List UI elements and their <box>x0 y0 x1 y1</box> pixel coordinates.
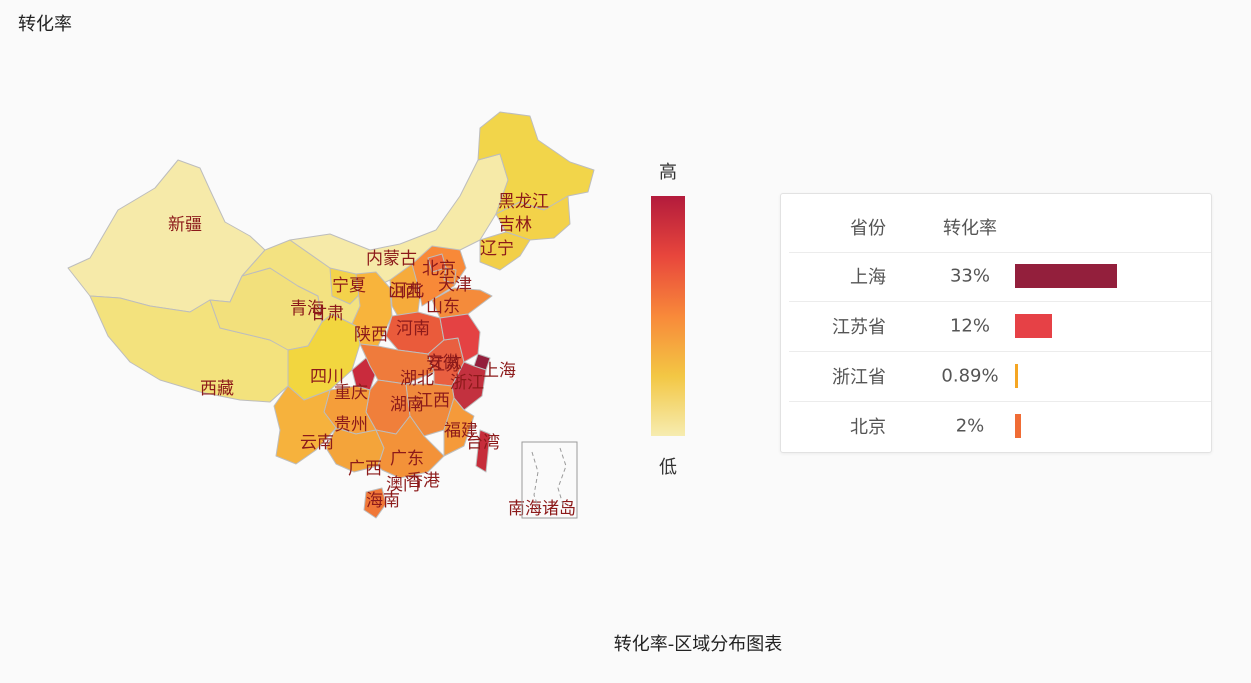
conversion-table: 省份 转化率 上海 33% 江苏省 12% 浙江省 0.89% 北京 2% <box>780 193 1212 453</box>
table-row[interactable]: 浙江省 0.89% <box>789 351 1211 402</box>
legend-color-bar[interactable] <box>651 196 685 436</box>
header-province: 省份 <box>850 218 886 239</box>
region-海南[interactable] <box>363 487 387 519</box>
region-label-甘肃: 甘肃 <box>310 304 344 324</box>
row-province: 江苏省 <box>832 317 886 338</box>
region-label-北京: 北京 <box>422 259 456 279</box>
region-label-江西: 江西 <box>416 391 450 411</box>
region-label-新疆: 新疆 <box>168 215 202 235</box>
south-sea-inset <box>521 441 578 519</box>
region-label-浙江: 浙江 <box>450 373 484 393</box>
table-row[interactable]: 上海 33% <box>789 251 1211 302</box>
region-天津[interactable] <box>443 267 457 285</box>
row-rate: 2% <box>955 415 985 437</box>
region-广东[interactable] <box>375 415 445 479</box>
region-辽宁[interactable] <box>479 231 531 271</box>
region-label-宁夏: 宁夏 <box>332 276 366 296</box>
legend-low-label: 低 <box>659 457 677 478</box>
region-label-贵州: 贵州 <box>334 415 368 435</box>
card-title: 转化率 <box>18 14 72 35</box>
row-bar <box>1015 364 1018 388</box>
region-label-湖南: 湖南 <box>390 395 424 415</box>
table-row[interactable]: 江苏省 12% <box>789 301 1211 352</box>
region-台湾[interactable] <box>475 429 491 473</box>
region-label-内蒙古: 内蒙古 <box>366 249 417 269</box>
row-rate: 0.89% <box>941 365 999 387</box>
region-label-山西: 山西 <box>388 282 422 302</box>
table-header-row: 省份 转化率 <box>789 202 1211 253</box>
region-label-河北: 河北 <box>390 281 424 301</box>
region-label-云南: 云南 <box>300 433 334 453</box>
region-label-台湾: 台湾 <box>466 433 500 453</box>
region-江苏[interactable] <box>439 313 481 363</box>
region-黑龙江[interactable] <box>477 111 595 215</box>
region-label-黑龙江: 黑龙江 <box>498 192 549 212</box>
region-label-安徽: 安徽 <box>426 353 460 373</box>
row-bar <box>1015 314 1052 338</box>
row-rate: 12% <box>949 315 990 337</box>
table-row[interactable]: 北京 2% <box>789 401 1211 451</box>
region-label-海南: 海南 <box>366 491 400 511</box>
row-rate: 33% <box>949 265 990 287</box>
region-label-重庆: 重庆 <box>334 383 368 403</box>
region-label-河南: 河南 <box>396 319 430 339</box>
row-bar <box>1015 414 1021 438</box>
region-label-天津: 天津 <box>438 275 472 295</box>
region-label-山东: 山东 <box>426 297 460 317</box>
legend-high-label: 高 <box>659 162 677 183</box>
region-label-青海: 青海 <box>290 299 324 319</box>
chart-title: 转化率-区域分布图表 <box>613 634 783 655</box>
header-rate: 转化率 <box>943 218 997 239</box>
region-label-广西: 广西 <box>348 459 382 479</box>
region-label-江苏: 江苏 <box>428 355 462 375</box>
region-label-福建: 福建 <box>444 421 478 441</box>
region-河北[interactable] <box>411 245 467 307</box>
region-label-吉林: 吉林 <box>498 215 532 235</box>
china-map: 黑龙江吉林辽宁内蒙古 北京 天津 河北 山西 山东 宁夏甘肃 青海 新疆西藏 陕西 河南四川 重庆 湖北… <box>60 100 620 540</box>
region-label-南海诸岛: 南海诸岛 <box>508 499 576 519</box>
region-label-陕西: 陕西 <box>354 325 388 345</box>
row-province: 北京 <box>850 417 886 438</box>
row-bar <box>1015 264 1117 288</box>
region-label-湖北: 湖北 <box>400 369 434 389</box>
region-label-四川: 四川 <box>310 367 344 387</box>
region-label-上海: 上海 <box>482 361 516 381</box>
region-云南[interactable] <box>273 385 337 465</box>
chart-footer-title: 转化率-区域分布图表 <box>0 630 1251 656</box>
region-label-澳门: 澳门 <box>386 475 420 495</box>
region-label-香港: 香港 <box>406 471 440 491</box>
row-province: 上海 <box>850 267 886 288</box>
region-宁夏[interactable] <box>329 267 361 305</box>
region-label-广东: 广东 <box>390 449 424 469</box>
region-label-辽宁: 辽宁 <box>480 239 514 259</box>
region-label-西藏: 西藏 <box>200 379 234 399</box>
row-province: 浙江省 <box>832 367 886 388</box>
